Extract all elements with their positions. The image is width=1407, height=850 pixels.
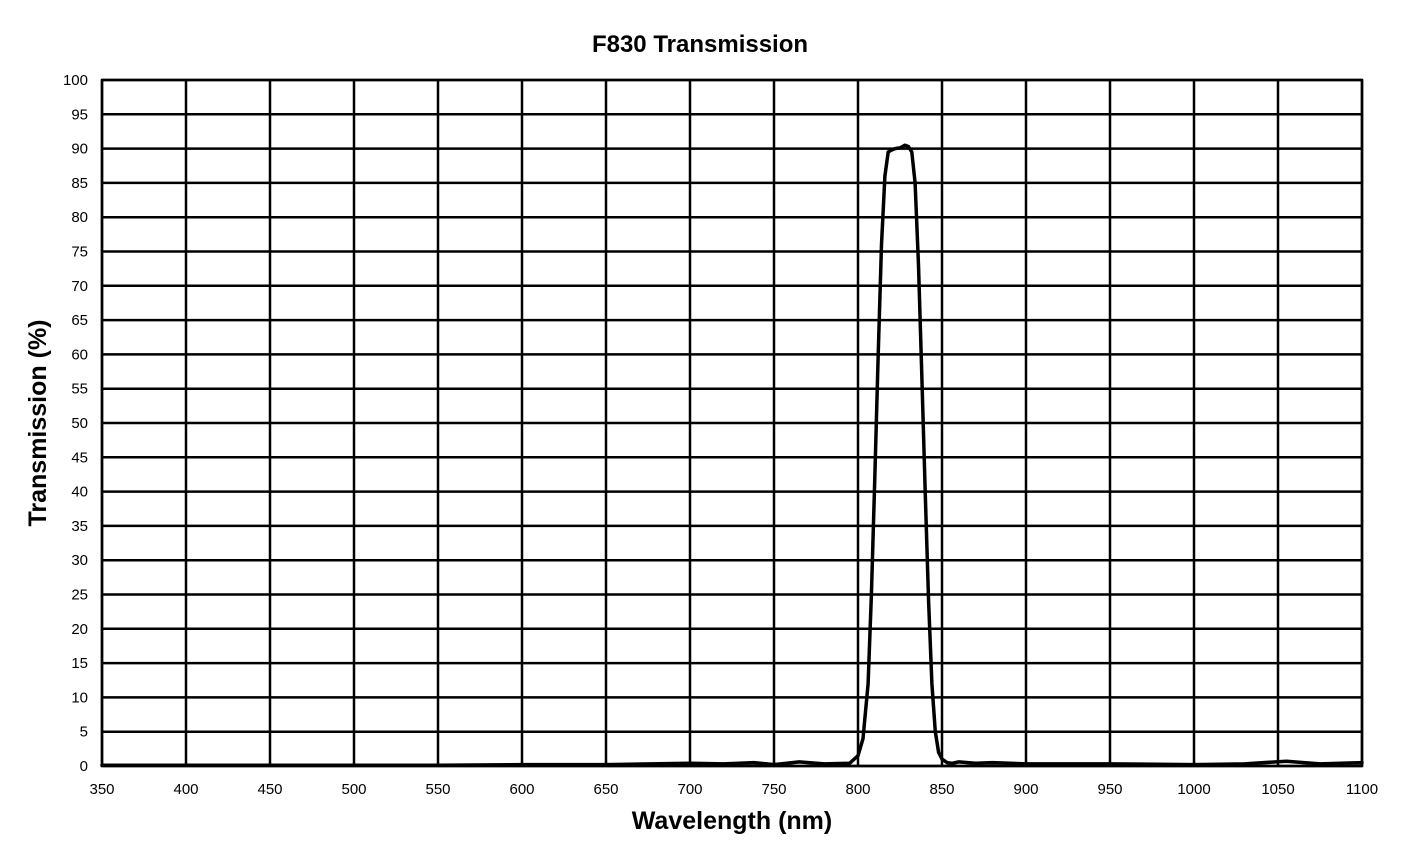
x-axis-label: Wavelength (nm) — [632, 807, 832, 835]
x-tick-label: 800 — [845, 781, 870, 798]
y-tick-label: 75 — [71, 244, 88, 261]
x-tick-label: 950 — [1097, 781, 1122, 798]
y-tick-label: 10 — [71, 689, 88, 706]
y-tick-label: 70 — [71, 278, 88, 295]
y-tick-label: 35 — [71, 518, 88, 535]
y-tick-label: 30 — [71, 552, 88, 569]
y-tick-label: 25 — [71, 587, 88, 604]
x-tick-label: 1100 — [1346, 781, 1378, 798]
y-tick-label: 55 — [71, 381, 88, 398]
x-tick-label: 550 — [425, 781, 450, 798]
y-tick-labels: 0 5 10 15 20 25 30 35 40 45 50 55 60 65 70 75 80 85 90 95 10… — [63, 72, 88, 775]
x-tick-label: 650 — [593, 781, 618, 798]
y-tick-label: 65 — [71, 312, 88, 329]
y-tick-label: 95 — [71, 106, 88, 123]
y-tick-label: 0 — [80, 758, 88, 775]
x-tick-label: 700 — [677, 781, 702, 798]
y-tick-label: 40 — [71, 484, 88, 501]
plot-area-frame — [100, 78, 1364, 768]
x-tick-label: 850 — [929, 781, 954, 798]
y-tick-label: 100 — [63, 72, 88, 89]
x-tick-label: 500 — [341, 781, 366, 798]
transmission-curve — [100, 143, 1364, 768]
grid-lines — [100, 78, 1364, 768]
chart-title: F830 Transmission — [592, 31, 808, 58]
x-tick-label: 1050 — [1261, 781, 1294, 798]
y-tick-label: 60 — [71, 346, 88, 363]
y-tick-label: 20 — [71, 621, 88, 638]
series-layer — [100, 143, 1364, 768]
y-tick-label: 5 — [80, 724, 88, 741]
y-axis-label: Transmission (%) — [24, 320, 52, 527]
y-tick-label: 90 — [71, 141, 88, 158]
y-tick-label: 80 — [71, 209, 88, 226]
x-tick-label: 750 — [761, 781, 786, 798]
x-tick-label: 350 — [89, 781, 114, 798]
y-tick-label: 45 — [71, 449, 88, 466]
y-tick-label: 15 — [71, 655, 88, 672]
x-tick-label: 600 — [509, 781, 534, 798]
y-tick-label: 85 — [71, 175, 88, 192]
x-tick-label: 1000 — [1177, 781, 1210, 798]
x-tick-label: 400 — [173, 781, 198, 798]
y-tick-label: 50 — [71, 415, 88, 432]
x-tick-label: 450 — [257, 781, 282, 798]
x-tick-labels: 350 400 450 500 550 600 650 700 750 800 850 900 950 1… — [89, 781, 1378, 798]
x-tick-label: 900 — [1013, 781, 1038, 798]
